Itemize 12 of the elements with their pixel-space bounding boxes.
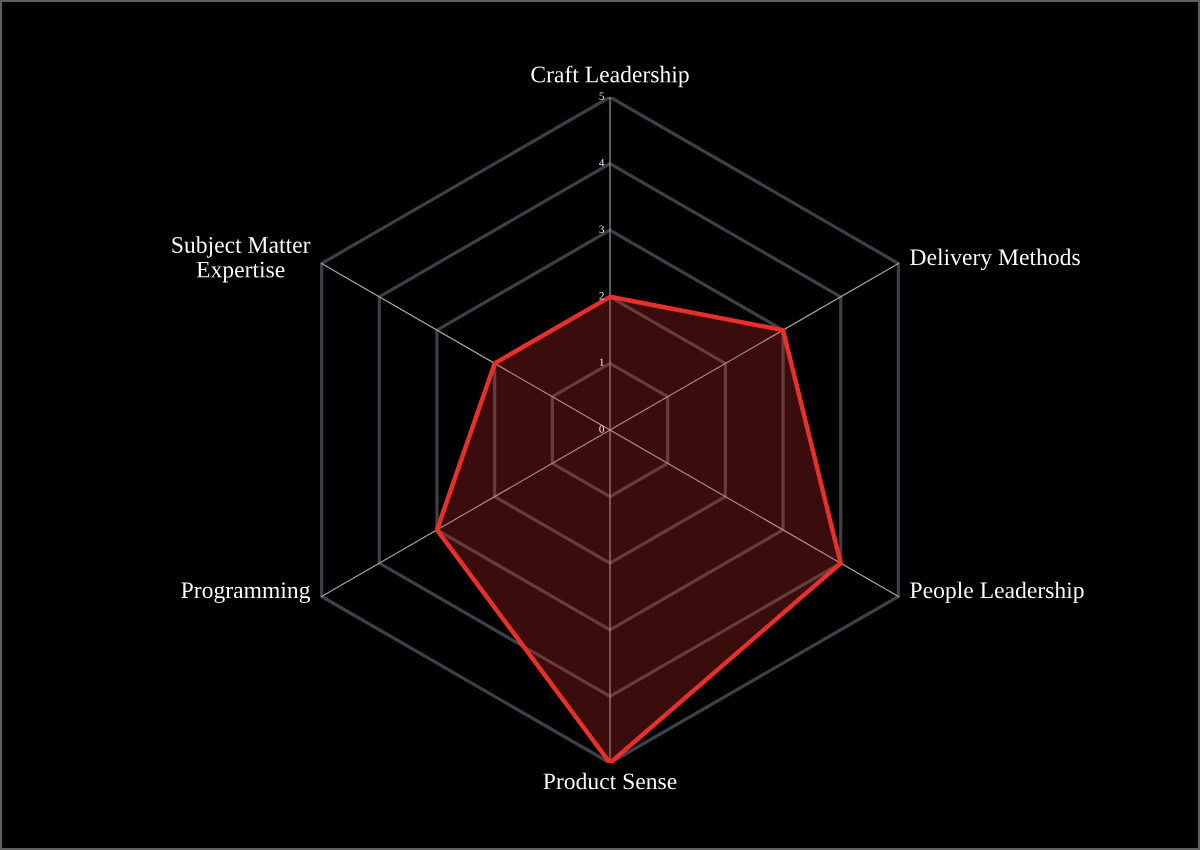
- y-tick-label: 3: [599, 225, 605, 233]
- spoke-label: Programming: [181, 582, 311, 604]
- spoke-label: Craft Leadership: [531, 65, 689, 88]
- y-tick-label: 1: [599, 358, 604, 367]
- y-tick-label: 5: [599, 92, 605, 100]
- y-tick-label: 4: [599, 158, 605, 167]
- spoke-label: Subject Matter Expertise: [172, 236, 311, 283]
- spoke-label: People Leadership: [910, 581, 1084, 604]
- spoke-label: Product Sense: [543, 772, 677, 790]
- spoke-label: Delivery Methods: [910, 248, 1080, 271]
- y-tick-label: 2: [599, 292, 604, 300]
- y-tick-label: 0: [599, 425, 605, 433]
